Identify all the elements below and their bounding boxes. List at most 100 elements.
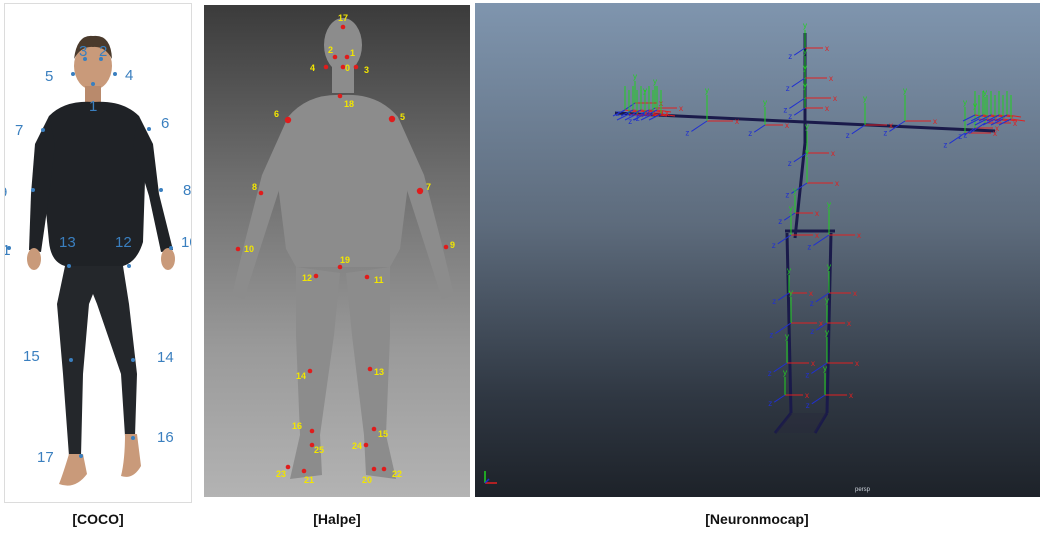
halpe-keypoint	[338, 94, 343, 99]
axis-label-y: y	[823, 364, 827, 373]
halpe-keypoint-label: 11	[374, 275, 384, 285]
coco-keypoint	[147, 127, 151, 131]
coco-keypoint-label: 15	[23, 348, 40, 365]
halpe-keypoint-label: 10	[244, 244, 254, 254]
axis-label-y: y	[903, 86, 907, 95]
axis-label-z: z	[883, 128, 887, 137]
axis-label-y: y	[793, 186, 797, 195]
axis-label-z: z	[768, 399, 772, 408]
axis-label-x: x	[785, 121, 789, 130]
axis-label-z: z	[805, 370, 809, 379]
halpe-keypoint-label: 19	[340, 255, 350, 265]
axis-label-y: y	[803, 63, 807, 72]
axis-label-y: y	[787, 266, 791, 275]
halpe-keypoint-label: 15	[378, 429, 388, 439]
halpe-keypoint-label: 14	[296, 371, 306, 381]
axis-label-x: x	[847, 319, 851, 328]
axis-label-x: x	[833, 94, 837, 103]
joint-axis-gizmo: xyz	[786, 47, 833, 93]
axis-label-x: x	[815, 231, 819, 240]
axis-label-x: x	[831, 149, 835, 158]
coco-keypoint	[131, 436, 135, 440]
halpe-keypoint	[345, 55, 350, 60]
axis-label-z: z	[943, 140, 947, 149]
axis-label-y: y	[863, 94, 867, 103]
axis-label-y: y	[825, 328, 829, 337]
neuronmocap-skeleton-viewport: xyzxyzxyz xyzxyzxyzxyzxyzxyzxyzxyzxyzxyzx…	[475, 3, 1040, 497]
halpe-keypoint-label: 25	[314, 445, 324, 455]
halpe-keypoint-label: 3	[364, 65, 369, 75]
axis-label-y: y	[785, 332, 789, 341]
coco-keypoint	[91, 82, 95, 86]
halpe-keypoint	[382, 467, 387, 472]
coco-keypoint-label: 6	[161, 115, 169, 132]
halpe-keypoint-label: 21	[304, 475, 314, 485]
axis-label-y: y	[803, 21, 807, 30]
axis-label-z: z	[778, 217, 782, 226]
axis-label-y: y	[633, 72, 637, 81]
halpe-keypoint	[310, 429, 315, 434]
halpe-keypoint-label: 24	[352, 441, 362, 451]
axis-label-x: x	[835, 179, 839, 188]
coco-keypoint-label: 13	[59, 234, 76, 251]
axis-label-z: z	[785, 190, 789, 199]
halpe-keypoint-label: 4	[310, 63, 315, 73]
halpe-keypoint-label: 5	[400, 112, 405, 122]
coco-keypoint-label: 7	[15, 122, 23, 139]
axis-label-z: z	[769, 330, 773, 339]
halpe-keypoint	[372, 427, 377, 432]
joint-axis-gizmo: xyz	[810, 262, 857, 308]
axis-label-z: z	[810, 327, 814, 336]
coco-keypoint	[31, 188, 35, 192]
coco-keypoint	[113, 72, 117, 76]
halpe-keypoint	[308, 369, 313, 374]
axis-label-z: z	[806, 401, 810, 410]
axis-label-x: x	[849, 391, 853, 400]
joint-axis-gizmo: xyz	[807, 200, 861, 251]
joint-axis-gizmo: xyz	[788, 21, 829, 61]
coco-keypoint-label: 11	[5, 242, 11, 259]
halpe-keypoint	[364, 443, 369, 448]
halpe-keypoint	[286, 465, 291, 470]
axis-label-y: y	[763, 98, 767, 107]
joint-axis-gizmo: xyz	[772, 266, 813, 306]
halpe-keypoint	[372, 467, 377, 472]
axis-label-z: z	[788, 112, 792, 121]
coco-keypoint-label: 14	[157, 349, 174, 366]
halpe-keypoint	[368, 367, 373, 372]
axis-label-y: y	[803, 81, 807, 90]
halpe-keypoint	[236, 247, 241, 252]
halpe-keypoint-label: 6	[274, 109, 279, 119]
halpe-keypoint-label: 9	[450, 240, 455, 250]
axis-label-x: x	[855, 359, 859, 368]
axis-label-y: y	[963, 98, 967, 107]
halpe-keypoint	[341, 25, 346, 30]
caption-coco: [COCO]	[72, 511, 123, 527]
halpe-keypoint-label: 8	[252, 182, 257, 192]
halpe-keypoint-label: 1	[350, 48, 355, 58]
axis-label-z: z	[783, 105, 787, 114]
coco-keypoint	[127, 264, 131, 268]
coco-keypoint-label: 9	[5, 184, 7, 201]
coco-keypoint	[79, 454, 83, 458]
axis-label-x: x	[665, 109, 669, 118]
coco-keypoint-label: 4	[125, 67, 133, 84]
axis-label-x: x	[815, 209, 819, 218]
halpe-keypoint	[417, 188, 423, 194]
halpe-keypoint-label: 0	[345, 63, 350, 73]
axis-label-z: z	[807, 242, 811, 251]
axis-label-x: x	[825, 44, 829, 53]
halpe-keypoint-label: 16	[292, 421, 302, 431]
halpe-keypoint	[338, 265, 343, 270]
halpe-keypoint-label: 12	[302, 273, 312, 283]
halpe-keypoint-label: 17	[338, 13, 348, 23]
axis-label-y: y	[789, 204, 793, 213]
axis-label-y: y	[825, 296, 829, 305]
axis-label-z: z	[772, 297, 776, 306]
joint-axis-gizmo: xyz	[769, 288, 823, 339]
halpe-keypoint-label: 20	[362, 475, 372, 485]
halpe-keypoint	[285, 117, 291, 123]
axis-label-y: y	[983, 88, 987, 97]
joint-axis-gizmo: xyz	[685, 86, 739, 137]
